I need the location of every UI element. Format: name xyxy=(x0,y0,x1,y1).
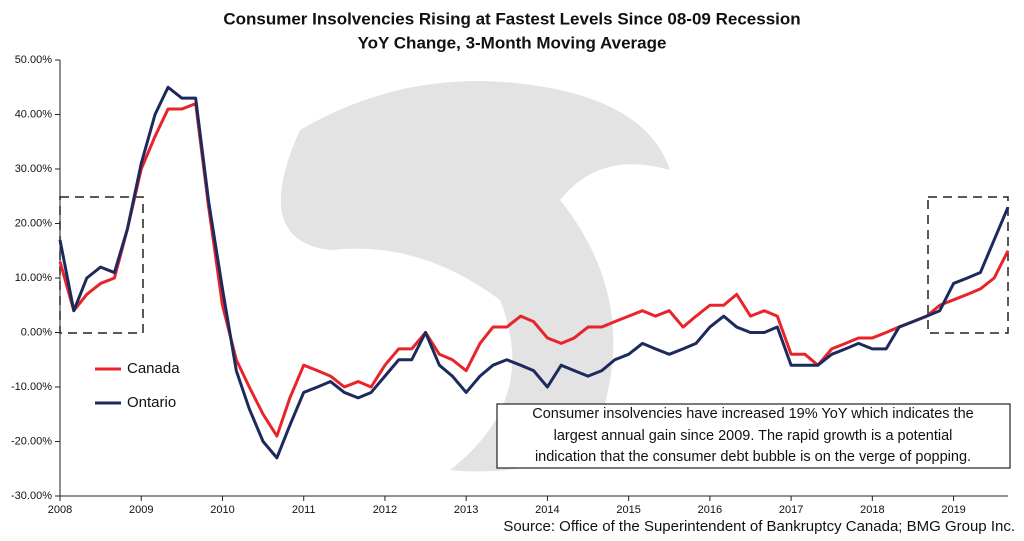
x-tick-label: 2010 xyxy=(210,504,234,516)
x-tick-label: 2012 xyxy=(373,504,397,516)
x-tick-label: 2014 xyxy=(535,504,559,516)
highlight-box xyxy=(927,196,1009,334)
annotation-box xyxy=(496,403,1011,469)
y-tick-label: -30.00% xyxy=(11,490,52,502)
x-tick-label: 2009 xyxy=(129,504,153,516)
x-tick-label: 2016 xyxy=(698,504,722,516)
x-tick-label: 2019 xyxy=(941,504,965,516)
y-tick-label: -20.00% xyxy=(11,435,52,447)
y-tick-label: 10.00% xyxy=(15,272,53,284)
chart-subtitle: YoY Change, 3-Month Moving Average xyxy=(358,33,667,52)
highlight-box xyxy=(59,196,144,334)
annotation: largest annual gain since 2009. The rapi… xyxy=(554,428,953,444)
y-tick-label: 50.00% xyxy=(15,54,53,66)
x-tick-label: 2011 xyxy=(292,504,316,516)
legend-label: Canada xyxy=(127,360,180,377)
chart-title: Consumer Insolvencies Rising at Fastest … xyxy=(223,9,800,28)
x-tick-label: 2017 xyxy=(779,504,803,516)
series-line xyxy=(58,102,1010,438)
y-tick-label: -10.00% xyxy=(11,381,52,393)
y-tick-label: 40.00% xyxy=(15,108,53,120)
y-tick-label: 20.00% xyxy=(15,217,53,229)
watermark-shape xyxy=(280,81,670,472)
x-tick-label: 2015 xyxy=(616,504,640,516)
source: Source: Office of the Superintendent of … xyxy=(503,518,1015,535)
annotation: indication that the consumer debt bubble… xyxy=(535,449,971,465)
y-tick-label: 0.00% xyxy=(21,326,52,338)
watermark xyxy=(280,81,670,472)
legend-label: Ontario xyxy=(127,394,176,411)
y-tick-label: 30.00% xyxy=(15,163,53,175)
x-tick-label: 2013 xyxy=(454,504,478,516)
x-tick-label: 2008 xyxy=(48,504,72,516)
plot: -30.00% -20.00% -10.00% 0.00% 10.00% 20.00% 30… xyxy=(11,54,1010,516)
annotation: Consumer insolvencies have increased 19%… xyxy=(532,406,973,422)
x-tick-label: 2018 xyxy=(860,504,884,516)
series-line xyxy=(58,85,1010,460)
